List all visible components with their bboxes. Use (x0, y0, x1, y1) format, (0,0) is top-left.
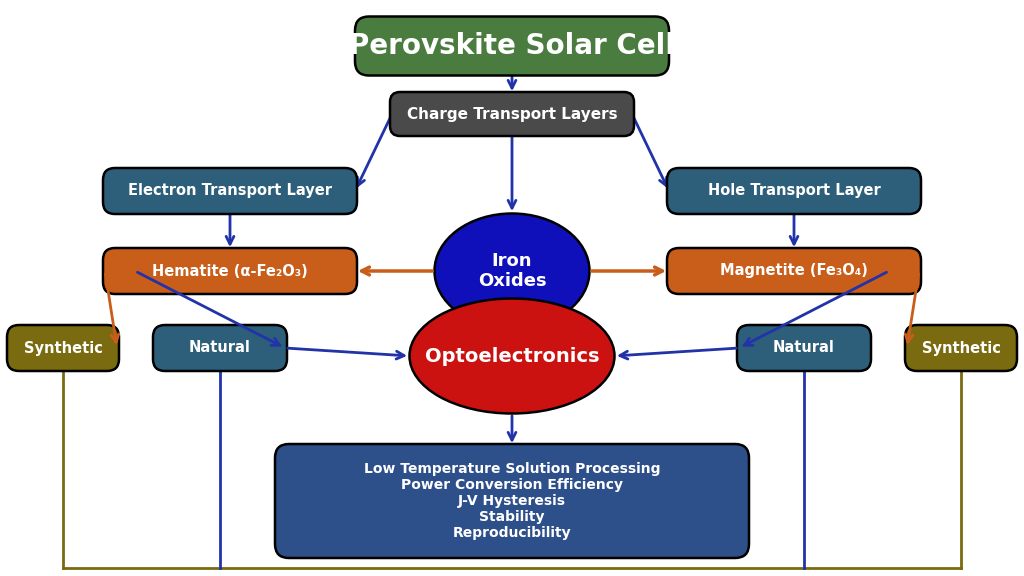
Text: Synthetic: Synthetic (24, 340, 102, 355)
Text: Charge Transport Layers: Charge Transport Layers (407, 107, 617, 122)
FancyBboxPatch shape (667, 248, 921, 294)
FancyBboxPatch shape (103, 248, 357, 294)
FancyBboxPatch shape (103, 168, 357, 214)
FancyBboxPatch shape (355, 17, 669, 75)
Text: Low Temperature Solution Processing
Power Conversion Efficiency
J-V Hysteresis
S: Low Temperature Solution Processing Powe… (364, 461, 660, 540)
Text: Optoelectronics: Optoelectronics (425, 347, 599, 366)
Text: Hematite (α-Fe₂O₃): Hematite (α-Fe₂O₃) (153, 263, 308, 279)
FancyBboxPatch shape (7, 325, 119, 371)
Text: Iron
Oxides: Iron Oxides (477, 252, 547, 290)
Text: Synthetic: Synthetic (922, 340, 1000, 355)
Ellipse shape (410, 298, 614, 414)
Text: Hole Transport Layer: Hole Transport Layer (708, 184, 881, 199)
FancyBboxPatch shape (737, 325, 871, 371)
Text: Natural: Natural (773, 340, 835, 355)
Text: Electron Transport Layer: Electron Transport Layer (128, 184, 332, 199)
FancyBboxPatch shape (390, 92, 634, 136)
Text: Perovskite Solar Cell: Perovskite Solar Cell (349, 32, 675, 60)
FancyBboxPatch shape (153, 325, 287, 371)
FancyBboxPatch shape (667, 168, 921, 214)
Text: Magnetite (Fe₃O₄): Magnetite (Fe₃O₄) (720, 263, 868, 279)
Text: Natural: Natural (189, 340, 251, 355)
FancyBboxPatch shape (905, 325, 1017, 371)
FancyBboxPatch shape (275, 444, 749, 558)
Ellipse shape (434, 214, 590, 328)
